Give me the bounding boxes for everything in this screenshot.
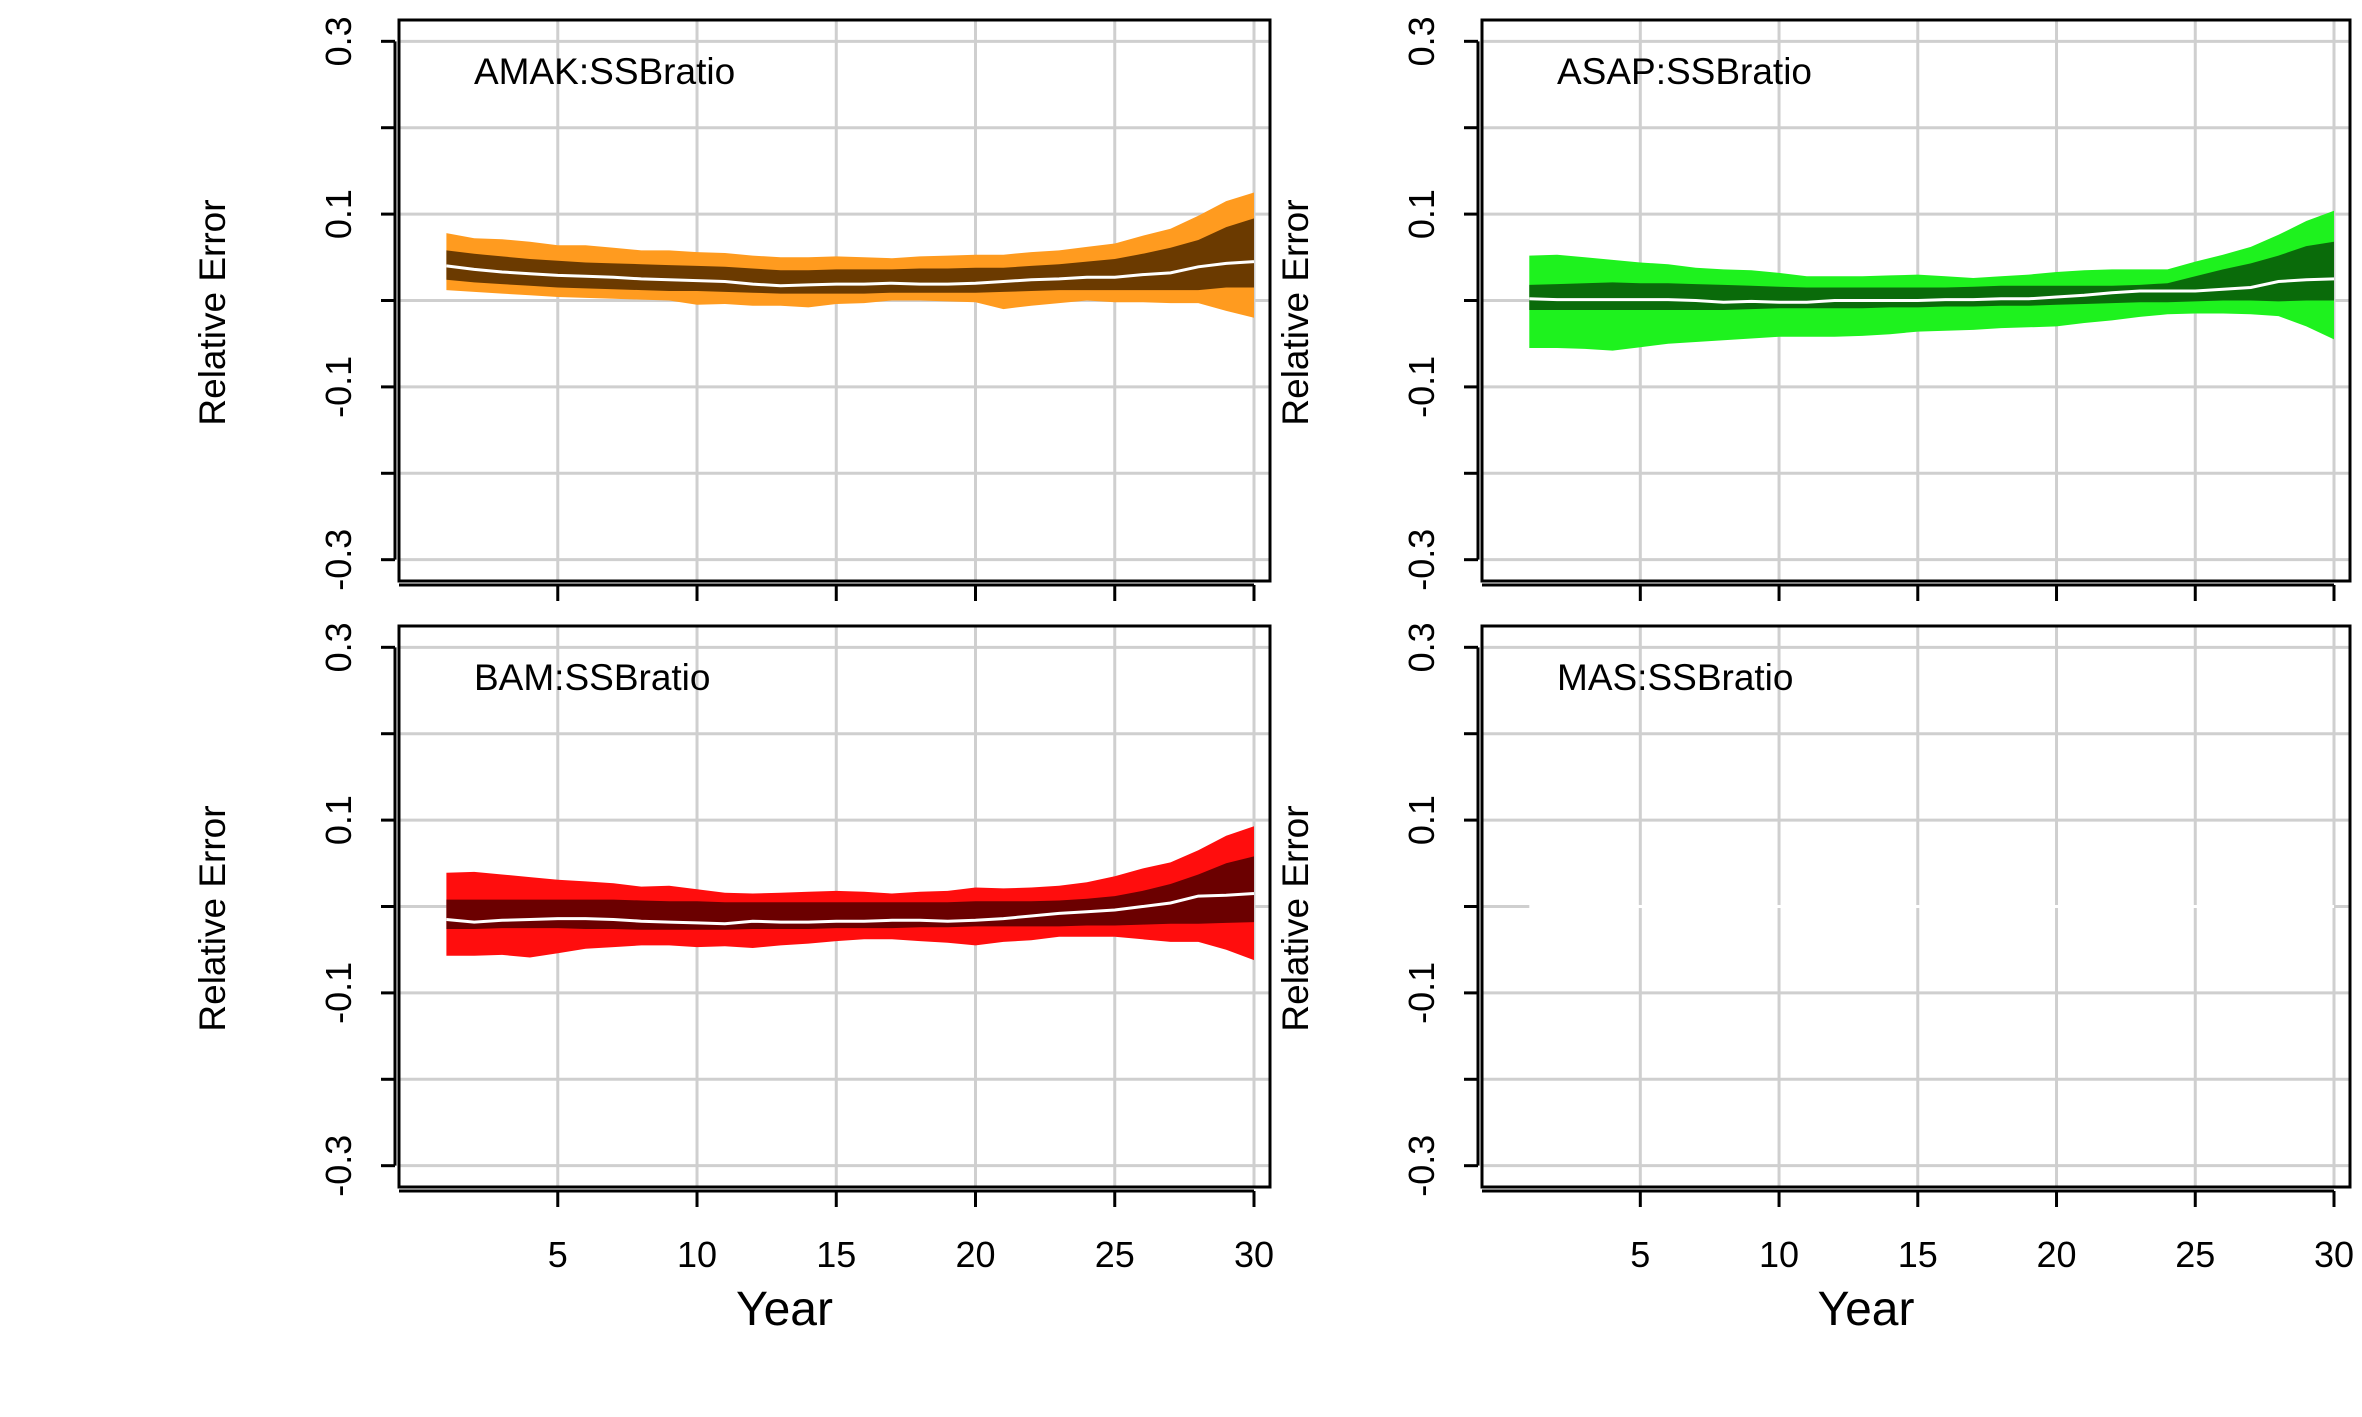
x-tick-label: 5	[548, 1234, 568, 1275]
y-tick-label: 0.3	[1401, 16, 1442, 66]
panel-title: ASAP:SSBratio	[1557, 51, 1812, 92]
y-axis-title: Relative Error	[1275, 199, 1316, 425]
x-tick-label: 25	[2175, 1234, 2215, 1275]
x-axis-title: Year	[736, 1283, 833, 1336]
x-tick-label: 20	[955, 1234, 995, 1275]
panel-amak: -0.3 -0.1 0.1 0.3 Relative Error AMAK:SSBrati…	[192, 16, 1272, 601]
panel-title: AMAK:SSBratio	[474, 51, 735, 92]
x-tick-label: 20	[2036, 1234, 2076, 1275]
median-line	[446, 892, 1255, 926]
y-tick-label: -0.3	[1401, 529, 1442, 591]
plot-frame	[1480, 18, 2352, 583]
inner-band	[446, 218, 1254, 294]
y-tick-label: -0.3	[1401, 1135, 1442, 1197]
y-tick-label: -0.1	[318, 356, 359, 418]
y-tick-label: -0.3	[318, 1135, 359, 1197]
x-axis-title: Year	[1818, 1283, 1915, 1336]
y-tick-label: -0.1	[1401, 962, 1442, 1024]
x-tick-label: 10	[1759, 1234, 1799, 1275]
x-tick-label: 30	[1234, 1234, 1274, 1275]
panel-bam: -0.3 -0.1 0.1 0.3 Relative Error 5 10 15 20 25 30 Y…	[192, 622, 1274, 1336]
plot-frame	[397, 18, 1272, 583]
inner-band	[446, 856, 1254, 930]
x-tick-label: 25	[1095, 1234, 1135, 1275]
y-tick-label: 0.3	[1401, 622, 1442, 672]
y-tick-label: 0.1	[1401, 795, 1442, 845]
y-tick-label: -0.1	[318, 962, 359, 1024]
y-tick-label: -0.1	[1401, 356, 1442, 418]
y-axis-title: Relative Error	[192, 199, 233, 425]
y-tick-label: 0.1	[318, 795, 359, 845]
panel-mas: -0.3 -0.1 0.1 0.3 Relative Error 5 10 15 20 25 30 Y…	[1275, 622, 2354, 1336]
outer-band	[1529, 210, 2334, 351]
x-tick-label: 5	[1630, 1234, 1650, 1275]
y-tick-label: 0.1	[1401, 189, 1442, 239]
y-tick-label: 0.3	[318, 16, 359, 66]
x-tick-label: 15	[816, 1234, 856, 1275]
median-line	[446, 260, 1255, 288]
y-tick-label: 0.3	[318, 622, 359, 672]
y-tick-label: -0.3	[318, 529, 359, 591]
x-tick-label: 30	[2314, 1234, 2354, 1275]
median-line	[1529, 277, 2335, 304]
panel-title: MAS:SSBratio	[1557, 657, 1793, 698]
y-axis-title: Relative Error	[1275, 805, 1316, 1031]
x-tick-label: 10	[677, 1234, 717, 1275]
y-axis-title: Relative Error	[192, 805, 233, 1031]
x-tick-label: 15	[1898, 1234, 1938, 1275]
plot-frame	[1480, 624, 2352, 1189]
y-tick-label: 0.1	[318, 189, 359, 239]
panel-title: BAM:SSBratio	[474, 657, 710, 698]
panel-asap: -0.3 -0.1 0.1 0.3 Relative Error ASAP:SSBrati…	[1275, 16, 2352, 601]
inner-band	[1529, 241, 2334, 310]
plot-frame	[397, 624, 1272, 1189]
